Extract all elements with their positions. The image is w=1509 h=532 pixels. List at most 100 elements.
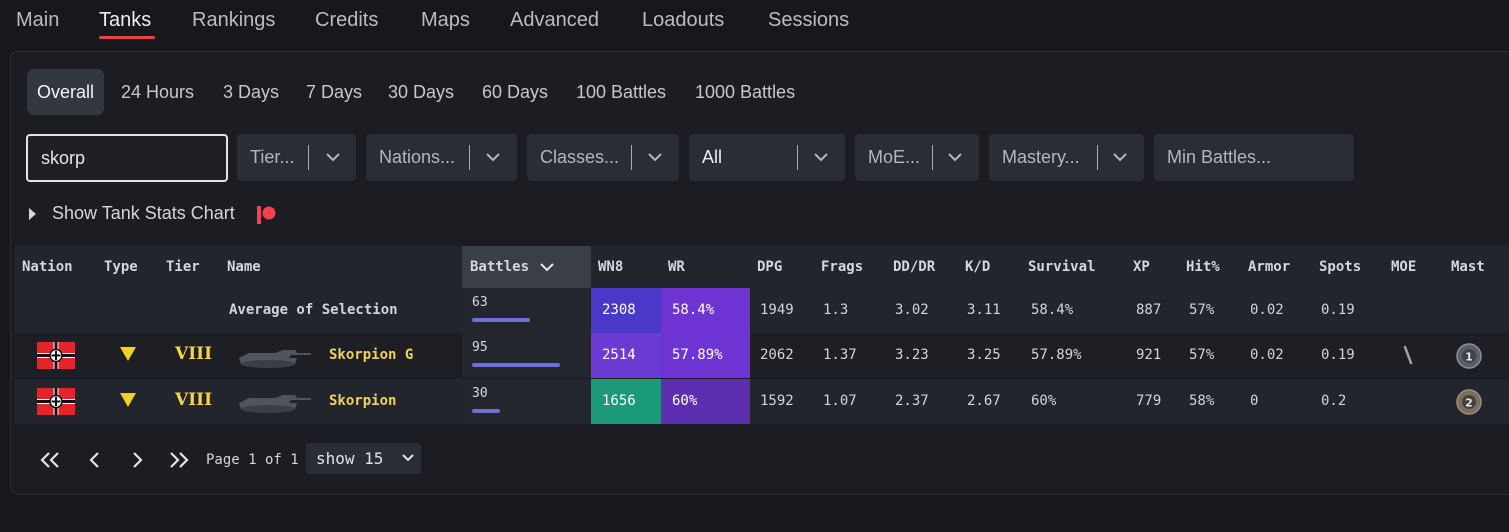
moe-filter[interactable]: MoE... — [855, 134, 979, 181]
wr-value: 60% — [672, 393, 698, 409]
header-type[interactable]: Type — [104, 259, 138, 275]
spots-value: 0.19 — [1321, 347, 1355, 363]
average-row: Average of Selection 63 2308 58.4% 1949 … — [15, 288, 1509, 333]
survival-value: 57.89% — [1031, 347, 1082, 363]
select-separator — [1097, 145, 1098, 170]
kd-value: 3.25 — [967, 347, 1001, 363]
active-tab-underline — [99, 36, 155, 39]
header-tier[interactable]: Tier — [166, 259, 200, 275]
first-page-icon[interactable] — [38, 449, 62, 471]
page-size-select[interactable]: show 15 — [306, 443, 421, 474]
patreon-icon[interactable] — [256, 205, 276, 225]
tab-tanks[interactable]: Tanks — [99, 9, 152, 31]
header-xp[interactable]: XP — [1133, 259, 1150, 275]
table-row[interactable]: VIII Skorpion 30 1656 60% 1592 1.07 2.37… — [15, 379, 1509, 424]
chevron-down-icon — [402, 454, 414, 462]
spots-value: 0.2 — [1321, 393, 1347, 409]
battles-value: 95 — [472, 340, 488, 355]
tank-search-input[interactable] — [26, 134, 228, 182]
tank-name[interactable]: Skorpion — [329, 393, 397, 409]
header-mastery[interactable]: Mast — [1451, 259, 1485, 275]
header-kd[interactable]: K/D — [965, 259, 991, 275]
period-overall[interactable]: Overall — [27, 69, 105, 115]
battles-value: 30 — [472, 386, 488, 401]
tab-main[interactable]: Main — [16, 9, 60, 31]
chevron-down-icon — [648, 153, 662, 162]
tank-destroyer-icon — [120, 347, 136, 361]
germany-flag-icon — [37, 388, 75, 415]
frags-value: 1.3 — [823, 302, 849, 318]
caret-right-icon — [29, 208, 36, 220]
header-spots[interactable]: Spots — [1319, 259, 1362, 275]
wr-cell: 58.4% — [661, 288, 750, 333]
dpg-value: 1949 — [760, 302, 794, 318]
header-frags[interactable]: Frags — [821, 259, 864, 275]
moe-1-mark-icon — [1403, 345, 1413, 365]
hit-value: 57% — [1189, 347, 1215, 363]
premium-filter[interactable]: All — [689, 134, 845, 181]
header-hit[interactable]: Hit% — [1186, 259, 1220, 275]
sort-desc-chevron-icon[interactable] — [540, 261, 554, 273]
select-separator — [932, 145, 933, 170]
period-7-days[interactable]: 7 Days — [306, 82, 363, 102]
header-battles[interactable]: Battles — [470, 259, 530, 275]
header-wn8[interactable]: WN8 — [598, 259, 624, 275]
wn8-value: 2514 — [602, 347, 636, 363]
tab-loadouts[interactable]: Loadouts — [642, 9, 725, 31]
tier-filter[interactable]: Tier... — [237, 134, 356, 181]
select-separator — [469, 145, 470, 170]
battles-bar — [472, 409, 500, 413]
table-row[interactable]: VIII Skorpion G 95 2514 57.89% 2062 1.37… — [15, 333, 1509, 378]
chevron-down-icon — [948, 153, 962, 162]
battles-bar — [472, 318, 530, 322]
next-page-icon[interactable] — [125, 449, 149, 471]
battles-bar — [472, 363, 560, 367]
wn8-cell: 2308 — [591, 288, 661, 333]
tank-name[interactable]: Skorpion G — [329, 347, 414, 363]
battles-cell: 63 — [462, 288, 591, 333]
table-header: Nation Type Tier Name Battles WN8 WR DPG… — [15, 246, 1509, 288]
header-dpg[interactable]: DPG — [757, 259, 783, 275]
header-survival[interactable]: Survival — [1028, 259, 1096, 275]
tab-sessions[interactable]: Sessions — [768, 9, 850, 31]
spots-value: 0.19 — [1321, 302, 1355, 318]
tab-advanced[interactable]: Advanced — [510, 9, 599, 31]
chevron-down-icon — [486, 153, 500, 162]
armor-value: 0.02 — [1250, 347, 1284, 363]
period-30-days[interactable]: 30 Days — [388, 82, 455, 102]
classes-filter[interactable]: Classes... — [527, 134, 679, 181]
header-wr[interactable]: WR — [668, 259, 685, 275]
nations-filter-label: Nations... — [379, 147, 456, 167]
header-moe[interactable]: MOE — [1391, 259, 1417, 275]
last-page-icon[interactable] — [167, 449, 191, 471]
classes-filter-label: Classes... — [540, 147, 620, 167]
survival-value: 58.4% — [1031, 302, 1074, 318]
period-1000-battles[interactable]: 1000 Battles — [695, 82, 796, 102]
min-battles-placeholder: Min Battles... — [1167, 147, 1272, 167]
wr-cell: 60% — [661, 379, 750, 424]
nations-filter[interactable]: Nations... — [366, 134, 517, 181]
battles-cell: 95 — [462, 333, 591, 378]
header-dddr[interactable]: DD/DR — [893, 259, 936, 275]
select-separator — [797, 145, 798, 170]
header-armor[interactable]: Armor — [1248, 259, 1291, 275]
mastery-filter-label: Mastery... — [1002, 147, 1080, 167]
period-100-battles[interactable]: 100 Battles — [576, 82, 667, 102]
header-name[interactable]: Name — [227, 259, 261, 275]
tab-maps[interactable]: Maps — [421, 9, 470, 31]
hit-value: 57% — [1189, 302, 1215, 318]
period-60-days[interactable]: 60 Days — [482, 82, 549, 102]
tank-image — [239, 395, 311, 413]
tier-filter-label: Tier... — [250, 147, 295, 167]
mastery-filter[interactable]: Mastery... — [989, 134, 1144, 181]
period-3-days[interactable]: 3 Days — [223, 82, 280, 102]
prev-page-icon[interactable] — [83, 449, 107, 471]
dddr-value: 3.02 — [895, 302, 929, 318]
tab-credits[interactable]: Credits — [315, 9, 379, 31]
battles-value: 63 — [472, 295, 488, 310]
tab-rankings[interactable]: Rankings — [192, 9, 276, 31]
header-nation[interactable]: Nation — [22, 259, 73, 275]
period-24-hours[interactable]: 24 Hours — [121, 82, 195, 102]
armor-value: 0 — [1250, 393, 1259, 409]
min-battles-input[interactable]: Min Battles... — [1154, 134, 1354, 181]
